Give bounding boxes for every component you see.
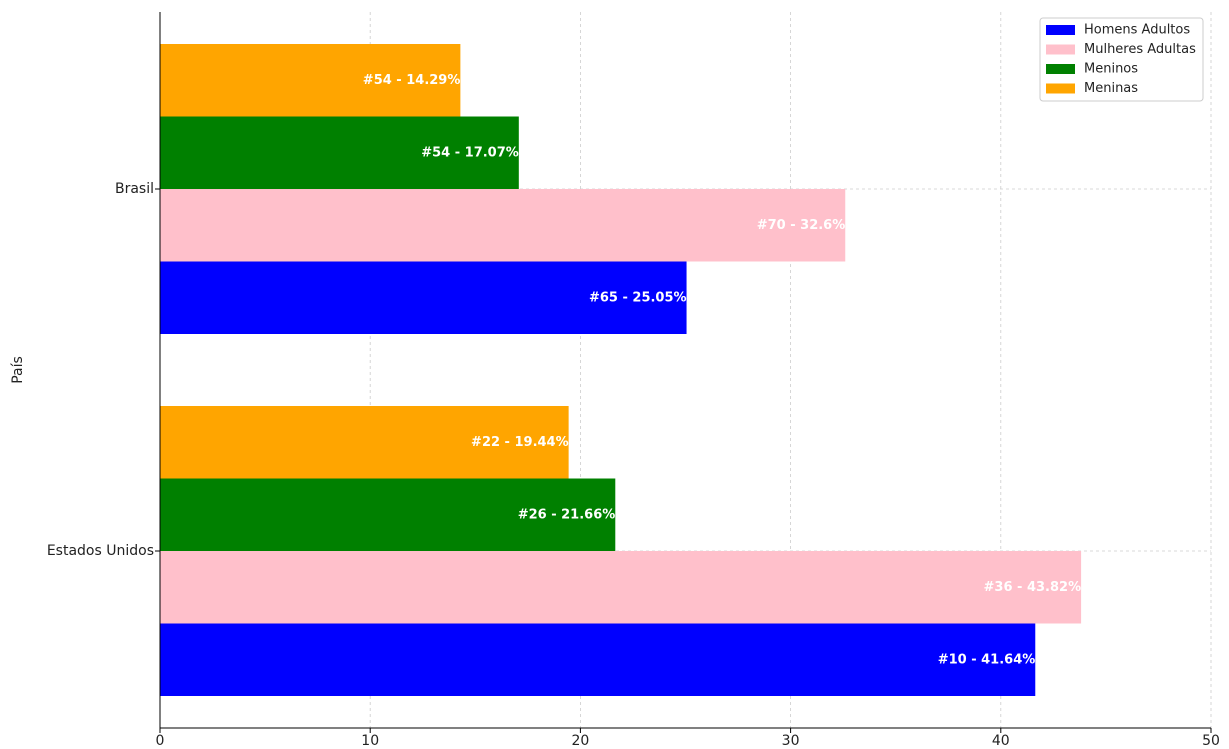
x-tick-label: 30 [782,733,800,749]
x-tick-label: 40 [992,733,1010,749]
y-tick-label: Estados Unidos [47,543,154,559]
bar [160,189,846,262]
data-label: #70 - 32.6% [757,218,846,233]
data-label: #26 - 21.66% [518,507,616,522]
data-label: #54 - 14.29% [363,73,461,88]
data-label: #22 - 19.44% [471,435,569,450]
legend-swatch [1046,83,1075,94]
bar [160,116,519,189]
x-tick-label: 50 [1202,733,1220,749]
legend: Homens Adultos Mulheres Adultas Meninos Men… [1039,17,1204,102]
bar [160,623,1036,696]
x-tick-label: 20 [571,733,589,749]
legend-label: Meninas [1084,81,1138,96]
data-label: #36 - 43.82% [984,580,1082,595]
y-axis-title: País [10,356,26,384]
bar [160,406,569,479]
x-tick-label: 10 [361,733,379,749]
x-tick-label: 0 [156,733,165,749]
y-tick-label: Brasil [115,181,154,197]
bar [160,261,687,334]
legend-box [1039,17,1204,102]
data-label: #10 - 41.64% [938,652,1036,667]
bar [160,44,461,117]
legend-label: Meninos [1084,62,1138,77]
legend-swatch [1046,44,1075,55]
legend-swatch [1046,64,1075,74]
legend-swatch [1046,25,1075,35]
data-label: #65 - 25.05% [589,290,687,305]
legend-label: Homens Adultos [1084,23,1190,38]
bar [160,551,1082,624]
data-label: #54 - 17.07% [421,145,519,160]
legend-label: Mulheres Adultas [1084,42,1196,57]
bar [160,478,616,551]
